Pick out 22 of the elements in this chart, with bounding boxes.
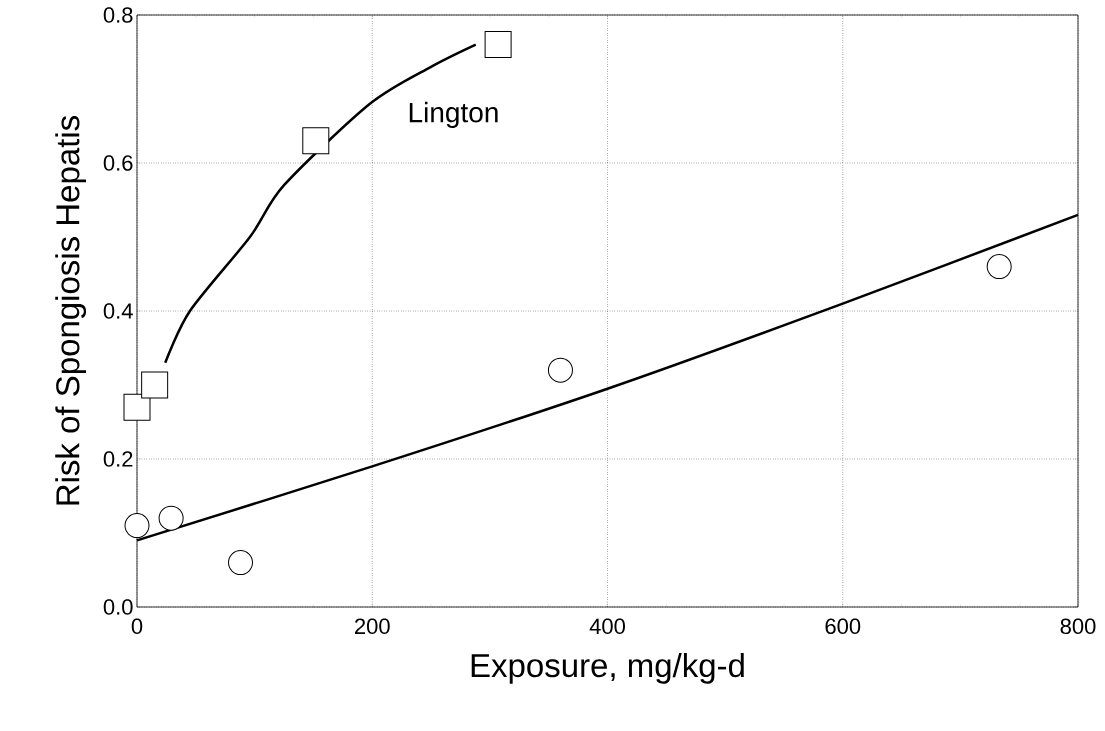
point (124, 513, 150, 539)
y-tick-label: 0.8 (103, 7, 133, 23)
point (986, 254, 1012, 280)
x-axis-title: Exposure, mg/kg-d (471, 652, 744, 684)
y-tick-label: 0.2 (103, 451, 133, 467)
y-tick-label: 0.6 (103, 155, 133, 171)
x-tick-label: 600 (825, 618, 861, 635)
x-tick-label: 0 (131, 618, 143, 635)
point (228, 550, 254, 576)
series-label: Lington (409, 101, 498, 128)
point (547, 357, 573, 383)
y-axis-title: Risk of Spongiosis Hepatis (55, 116, 87, 505)
point (123, 393, 151, 421)
point (158, 505, 184, 531)
point (302, 127, 330, 155)
point (484, 31, 512, 59)
x-tick-label: 800 (1060, 618, 1096, 635)
y-tick-label: 0.0 (103, 599, 133, 615)
x-tick-label: 400 (589, 618, 625, 635)
point (141, 371, 169, 399)
y-tick-label: 0.4 (103, 303, 133, 319)
x-tick-label: 200 (355, 618, 390, 635)
